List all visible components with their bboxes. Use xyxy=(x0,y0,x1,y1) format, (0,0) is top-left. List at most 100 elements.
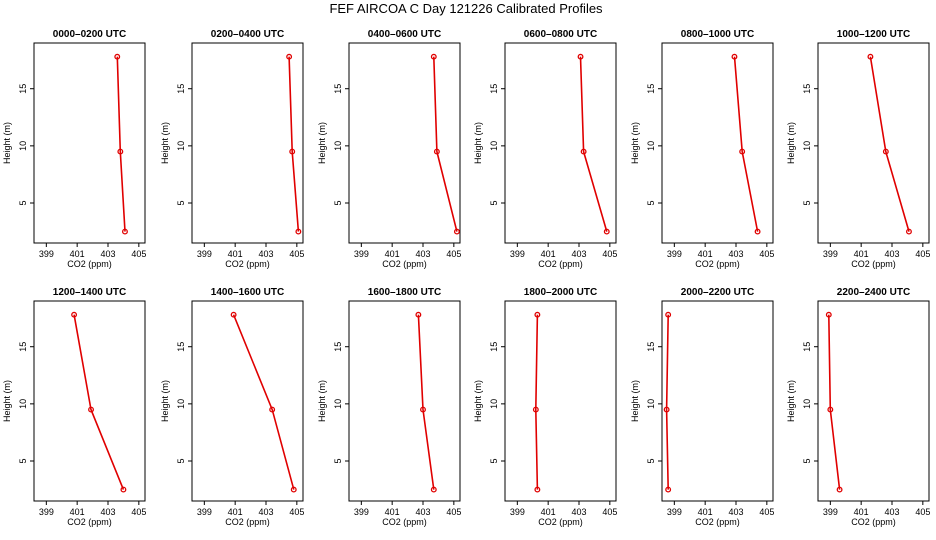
x-tick-label: 399 xyxy=(197,507,212,517)
profile-line xyxy=(417,314,435,490)
x-tick-label: 401 xyxy=(854,249,869,259)
data-point xyxy=(534,311,541,318)
y-tick-label: 10 xyxy=(489,141,499,151)
profile-panel: 2000–2200 UTC 399 401 403 405 5 10 15 CO2 (ppm) H… xyxy=(630,287,774,527)
y-tick-label: 5 xyxy=(333,458,343,463)
y-axis-label: Height (m) xyxy=(160,122,170,164)
profile-panel: 0600–0800 UTC 399 401 403 405 5 10 15 CO2 (ppm) H… xyxy=(473,29,617,269)
y-tick-label: 5 xyxy=(176,458,186,463)
data-point xyxy=(754,228,761,235)
data-point xyxy=(836,486,843,493)
y-tick-label: 10 xyxy=(646,399,656,409)
data-point xyxy=(420,406,426,413)
y-axis-label: Height (m) xyxy=(160,380,170,422)
x-tick-label: 405 xyxy=(915,249,930,259)
plot-frame xyxy=(191,300,304,502)
x-tick-label: 399 xyxy=(39,249,54,259)
data-point xyxy=(286,53,293,60)
x-tick-label: 405 xyxy=(446,249,461,259)
data-point xyxy=(453,228,460,235)
y-tick-label: 10 xyxy=(18,141,28,151)
x-tick-label: 403 xyxy=(571,249,586,259)
data-point xyxy=(289,148,296,155)
y-tick-label: 5 xyxy=(333,200,343,205)
y-tick-label: 15 xyxy=(18,342,28,352)
y-tick-label: 5 xyxy=(489,200,499,205)
profile-line xyxy=(232,314,295,490)
profile-panel: 1600–1800 UTC 399 401 403 405 5 10 15 CO2 (ppm) H… xyxy=(317,287,461,527)
figure-title: FEF AIRCOA C Day 121226 Calibrated Profi… xyxy=(329,1,603,16)
x-tick-label: 405 xyxy=(759,507,774,517)
profile-panel: 1000–1200 UTC 399 401 403 405 5 10 15 CO2 (ppm) H… xyxy=(786,29,930,269)
panel-title: 0000–0200 UTC xyxy=(53,29,126,40)
x-tick-label: 403 xyxy=(258,249,273,259)
x-tick-label: 403 xyxy=(100,507,115,517)
x-tick-label: 399 xyxy=(823,507,838,517)
y-tick-label: 15 xyxy=(489,342,499,352)
profile-panel: 0800–1000 UTC 399 401 403 405 5 10 15 CO2 (ppm) H… xyxy=(630,29,774,269)
x-tick-label: 405 xyxy=(446,507,461,517)
y-tick-label: 15 xyxy=(176,342,186,352)
y-tick-label: 5 xyxy=(18,458,28,463)
x-tick-label: 401 xyxy=(541,507,556,517)
data-point xyxy=(663,406,670,413)
y-tick-label: 10 xyxy=(646,141,656,151)
y-tick-label: 5 xyxy=(646,200,656,205)
data-point xyxy=(867,53,874,60)
data-point xyxy=(269,406,276,413)
profile-line xyxy=(433,56,458,232)
profile-line xyxy=(579,56,608,232)
x-axis-label: CO2 (ppm) xyxy=(851,517,896,527)
profile-panel: 0400–0600 UTC 399 401 403 405 5 10 15 CO2 (ppm) H… xyxy=(317,29,461,269)
x-axis-label: CO2 (ppm) xyxy=(695,259,740,269)
x-tick-label: 405 xyxy=(289,249,304,259)
x-axis-label: CO2 (ppm) xyxy=(382,259,427,269)
y-tick-label: 10 xyxy=(802,141,812,151)
x-tick-label: 401 xyxy=(228,249,243,259)
x-tick-label: 401 xyxy=(228,507,243,517)
x-tick-label: 405 xyxy=(759,249,774,259)
data-point xyxy=(415,311,422,318)
data-point xyxy=(117,148,124,155)
profile-line xyxy=(534,314,539,490)
x-tick-label: 403 xyxy=(884,507,899,517)
x-tick-label: 399 xyxy=(354,249,369,259)
data-point xyxy=(580,148,587,155)
x-tick-label: 405 xyxy=(915,507,930,517)
y-axis-label: Height (m) xyxy=(2,380,12,422)
plot-frame xyxy=(661,42,774,244)
x-tick-label: 405 xyxy=(289,507,304,517)
data-point xyxy=(430,53,437,60)
x-axis-label: CO2 (ppm) xyxy=(695,517,740,527)
panel-title: 1600–1800 UTC xyxy=(368,287,441,298)
y-tick-label: 5 xyxy=(802,458,812,463)
y-tick-label: 10 xyxy=(333,399,343,409)
plot-frame xyxy=(504,42,617,244)
data-point xyxy=(433,148,440,155)
data-point xyxy=(603,228,610,235)
x-tick-label: 403 xyxy=(728,249,743,259)
y-tick-label: 15 xyxy=(802,342,812,352)
data-point xyxy=(120,486,127,493)
x-tick-label: 399 xyxy=(823,249,838,259)
x-tick-label: 399 xyxy=(39,507,54,517)
x-tick-label: 403 xyxy=(415,249,430,259)
x-tick-label: 399 xyxy=(510,507,525,517)
profile-panel: 1800–2000 UTC 399 401 403 405 5 10 15 CO2 (ppm) H… xyxy=(473,287,617,527)
x-tick-label: 403 xyxy=(571,507,586,517)
x-tick-label: 403 xyxy=(100,249,115,259)
plot-frame xyxy=(191,42,304,244)
data-point xyxy=(122,228,128,235)
profile-line xyxy=(665,314,669,490)
data-point xyxy=(577,53,584,60)
y-tick-label: 10 xyxy=(18,399,28,409)
profile-panel: 2200–2400 UTC 399 401 403 405 5 10 15 CO2 (ppm) H… xyxy=(786,287,930,527)
x-tick-label: 399 xyxy=(354,507,369,517)
data-point xyxy=(534,486,541,493)
data-point xyxy=(88,406,94,413)
panel-title: 1400–1600 UTC xyxy=(211,287,284,298)
x-axis-label: CO2 (ppm) xyxy=(67,517,112,527)
data-point xyxy=(739,148,746,155)
plot-frame xyxy=(661,300,774,502)
